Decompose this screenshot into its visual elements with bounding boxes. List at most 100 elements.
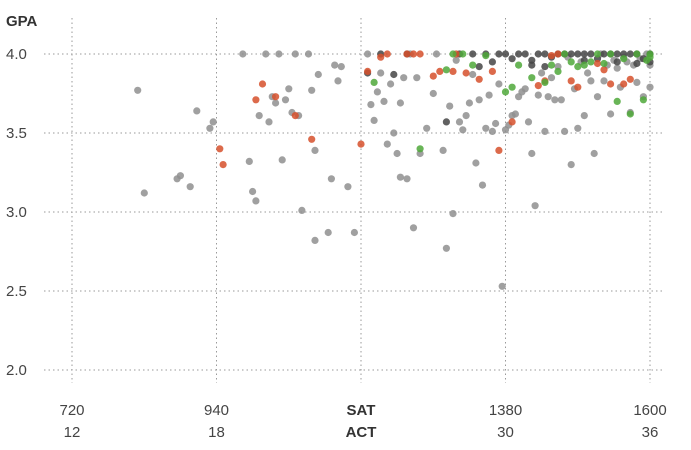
data-point-green: [574, 63, 582, 71]
data-point-gray: [561, 127, 569, 135]
x-tick-label-sat: 1600: [633, 402, 666, 419]
data-point-gray: [547, 74, 556, 82]
data-point-gray: [387, 80, 395, 88]
data-point-red: [216, 145, 224, 153]
data-point-gray: [442, 244, 450, 252]
x-tick-label-sat: 720: [59, 402, 84, 419]
data-point-gray: [193, 107, 201, 115]
data-point-gray: [465, 99, 473, 107]
y-tick-label: 3.5: [6, 125, 27, 142]
data-point-green: [515, 61, 523, 69]
data-point-gray: [584, 69, 592, 77]
data-point-gray: [455, 118, 464, 126]
data-point-gray: [390, 129, 398, 137]
data-point-gray: [265, 118, 273, 126]
data-point-gray: [409, 224, 418, 232]
data-point-dark: [541, 50, 549, 58]
data-point-gray: [580, 112, 588, 120]
data-point-gray: [311, 146, 319, 154]
data-point-gray: [209, 118, 217, 126]
data-point-gray: [459, 126, 467, 134]
data-point-gray: [285, 85, 293, 93]
x-tick-label-act: 36: [642, 424, 659, 441]
data-point-green: [554, 67, 562, 75]
data-point-green: [561, 50, 569, 58]
data-point-gray: [281, 96, 290, 104]
data-point-red: [403, 50, 411, 58]
data-point-gray: [498, 282, 506, 290]
data-point-green: [416, 145, 424, 153]
data-point-green: [459, 50, 467, 58]
data-point-red: [534, 82, 542, 90]
data-point-gray: [249, 187, 257, 196]
data-point-dark: [567, 50, 575, 58]
data-point-green: [469, 61, 477, 69]
data-point-gray: [350, 228, 358, 237]
data-point-green: [508, 83, 516, 91]
data-point-gray: [252, 197, 260, 205]
data-point-gray: [370, 116, 378, 124]
data-point-gray: [488, 127, 496, 135]
data-point-red: [620, 80, 628, 88]
data-point-green: [633, 50, 641, 58]
data-point-gray: [446, 102, 454, 110]
data-point-red: [554, 50, 562, 58]
data-point-gray: [364, 50, 372, 58]
data-point-gray: [557, 96, 565, 104]
y-tick-label: 4.0: [6, 46, 27, 63]
data-point-gray: [413, 74, 421, 82]
data-point-green: [587, 58, 595, 66]
data-point-gray: [633, 78, 641, 86]
data-point-dark: [475, 63, 483, 71]
data-point-red: [409, 50, 418, 58]
data-point-red: [593, 59, 602, 68]
data-point-dark: [541, 63, 549, 71]
data-point-gray: [396, 173, 404, 181]
data-point-green: [639, 96, 648, 104]
data-point-gray: [534, 91, 542, 99]
data-point-gray: [206, 124, 214, 132]
data-point-green: [547, 61, 556, 69]
data-point-green: [580, 61, 588, 69]
data-point-gray: [492, 119, 500, 128]
data-point-green: [626, 110, 634, 118]
data-point-red: [600, 66, 608, 74]
data-point-green: [607, 50, 615, 58]
data-point-red: [567, 77, 575, 85]
data-point-gray: [449, 210, 457, 218]
data-point-red: [436, 67, 444, 75]
x-tick-label-act: 18: [208, 424, 225, 441]
data-point-dark: [508, 55, 516, 63]
data-point-green: [593, 50, 602, 58]
data-point-red: [258, 80, 267, 88]
data-point-dark: [613, 50, 621, 58]
data-point-green: [482, 52, 490, 60]
data-point-red: [429, 72, 437, 80]
data-point-red: [291, 112, 299, 120]
data-point-green: [620, 55, 628, 63]
y-tick-label: 2.0: [6, 362, 27, 379]
x-tick-label-act: 30: [497, 424, 514, 441]
data-point-gray: [524, 118, 533, 126]
data-point-gray: [337, 63, 345, 71]
x-tick-label-sat: 940: [204, 402, 229, 419]
data-point-gray: [590, 149, 598, 158]
data-point-red: [607, 80, 615, 88]
data-point-gray: [452, 56, 460, 64]
data-point-gray: [478, 181, 487, 189]
data-point-gray: [600, 77, 608, 85]
data-point-gray: [377, 69, 385, 77]
x-tick-label-sat: 1380: [489, 402, 522, 419]
data-point-dark: [501, 50, 510, 58]
data-point-gray: [367, 101, 375, 109]
data-point-gray: [538, 69, 546, 77]
data-point-gray: [646, 83, 654, 91]
data-point-gray: [278, 156, 286, 164]
data-point-gray: [400, 74, 408, 82]
data-point-dark: [600, 50, 608, 58]
x-axis-ticks: 720 12 940 18 1380 30 1600 36: [59, 402, 666, 441]
data-point-red: [377, 53, 385, 61]
data-point-gray: [275, 50, 283, 58]
data-point-gray: [331, 61, 339, 69]
